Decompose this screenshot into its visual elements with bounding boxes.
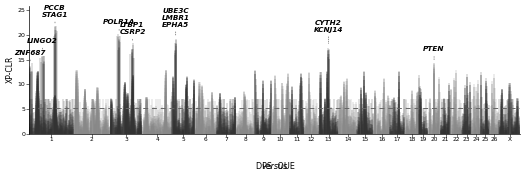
Text: PCCB
STAG1: PCCB STAG1 xyxy=(42,5,68,24)
Text: OUE: OUE xyxy=(275,162,295,171)
Text: LTBP1
CSRP2: LTBP1 CSRP2 xyxy=(119,22,146,41)
Text: LINGO2: LINGO2 xyxy=(27,38,58,51)
Text: UBE3C
LMBR1
EPHA5: UBE3C LMBR1 EPHA5 xyxy=(161,8,190,36)
Text: DPS: DPS xyxy=(256,162,275,171)
Text: versus: versus xyxy=(261,162,288,171)
Text: POLR1A: POLR1A xyxy=(103,19,135,31)
Text: CYTH2
KCNJ14: CYTH2 KCNJ14 xyxy=(314,20,343,44)
Y-axis label: XP-CLR: XP-CLR xyxy=(6,56,15,83)
Text: ZNF687: ZNF687 xyxy=(15,50,46,61)
Text: PTEN: PTEN xyxy=(423,46,445,61)
